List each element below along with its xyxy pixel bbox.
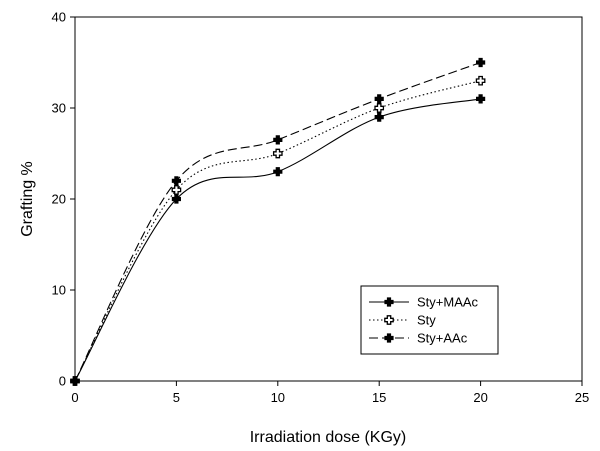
legend-item: Sty+MAAc	[369, 295, 479, 310]
legend-item: Sty	[369, 313, 436, 328]
series-line-2	[74, 80, 481, 382]
legend-marker	[384, 297, 394, 307]
legend-marker	[384, 333, 394, 343]
y-tick-label: 30	[52, 101, 66, 116]
data-point	[273, 167, 283, 177]
data-point	[171, 194, 181, 204]
data-point	[475, 75, 486, 86]
data-point	[374, 103, 385, 113]
legend-marker	[384, 315, 394, 325]
x-axis-label: Irradiation dose (KGy)	[250, 429, 407, 446]
data-point	[273, 135, 283, 145]
data-point	[476, 94, 486, 104]
series-markers	[70, 57, 486, 386]
x-tick-label: 15	[372, 390, 386, 405]
data-point	[171, 185, 182, 195]
data-point	[70, 376, 80, 386]
y-axis-label: Grafting %	[19, 161, 36, 237]
data-point	[272, 148, 283, 159]
y-tick-label: 20	[52, 192, 66, 207]
x-tick-label: 5	[173, 390, 180, 405]
plot-frame	[74, 16, 583, 382]
legend-label: Sty+MAAc	[417, 295, 479, 310]
x-tick-label: 0	[71, 390, 78, 405]
x-tick-label: 25	[575, 390, 589, 405]
legend: Sty+MAAc Sty Sty+AAc	[360, 285, 499, 355]
legend-label: Sty	[417, 313, 436, 328]
series-line-3	[74, 61, 481, 382]
x-axis-ticks: 0 5 10 15 20 25	[71, 381, 589, 405]
series-line-1	[74, 98, 481, 382]
data-point	[171, 176, 181, 186]
data-point	[374, 112, 384, 122]
data-point	[476, 57, 486, 68]
data-point	[374, 94, 384, 104]
y-axis-ticks: 0 10 20 30 40	[52, 10, 75, 389]
series-lines	[74, 61, 481, 382]
plot-border	[74, 16, 583, 382]
legend-label: Sty+AAc	[417, 331, 468, 346]
legend-box	[360, 285, 499, 355]
legend-item: Sty+AAc	[369, 331, 468, 346]
x-tick-label: 20	[473, 390, 487, 405]
y-tick-label: 40	[52, 10, 66, 25]
y-tick-label: 10	[52, 283, 66, 298]
y-tick-label: 0	[59, 374, 66, 389]
x-tick-label: 10	[271, 390, 285, 405]
